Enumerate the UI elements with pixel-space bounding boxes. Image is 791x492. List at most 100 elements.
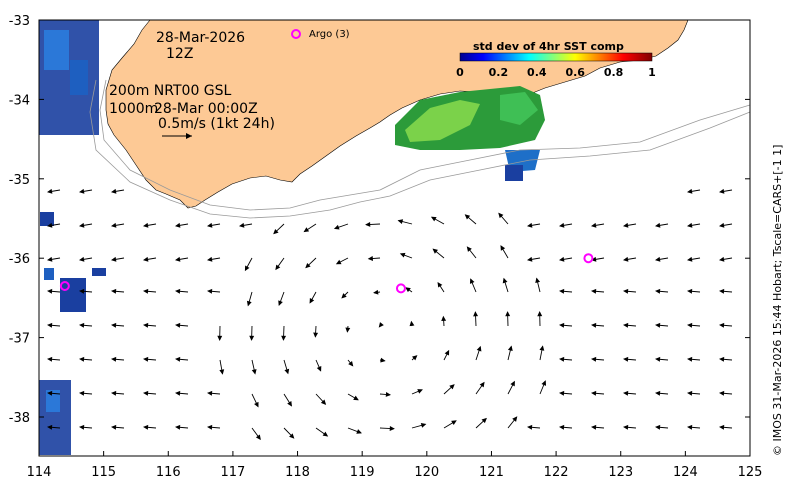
current-vector-head xyxy=(558,390,565,396)
current-vector-head xyxy=(590,288,597,294)
current-vector-head xyxy=(78,356,85,362)
current-vector-head xyxy=(622,424,629,430)
current-vector-head xyxy=(510,380,515,387)
current-vector-head xyxy=(46,188,53,194)
current-vector-head xyxy=(466,246,472,252)
current-vector-head xyxy=(305,263,311,269)
current-vector-head xyxy=(654,322,661,328)
current-vector-head xyxy=(78,256,85,262)
current-vector-head xyxy=(110,424,117,430)
current-vector-head xyxy=(718,188,725,194)
current-vector-head xyxy=(498,212,504,219)
current-vector-head xyxy=(686,256,693,262)
argo-floats xyxy=(59,253,594,294)
current-vector-head xyxy=(110,322,117,328)
argo-float-marker xyxy=(59,280,70,291)
current-vector-head xyxy=(558,288,565,294)
current-vector-head xyxy=(46,424,53,430)
x-tick-label: 117 xyxy=(220,465,245,480)
current-vector-head xyxy=(345,327,351,333)
current-vector-head xyxy=(654,390,661,396)
current-vector-head xyxy=(686,356,693,362)
current-vector-head xyxy=(718,288,725,294)
current-vector-head xyxy=(281,335,287,341)
current-vector-head xyxy=(590,390,597,396)
current-vector-head xyxy=(322,431,329,437)
current-vector-head xyxy=(686,222,693,228)
current-vector-head xyxy=(502,277,508,284)
current-vector-head xyxy=(481,417,487,424)
current-vector-head xyxy=(405,287,411,293)
current-vector-head xyxy=(451,420,457,426)
current-vector-head xyxy=(46,356,53,362)
x-axis: 114 115 116 117 118 119 120 121 122 123 124 125 xyxy=(27,451,762,480)
current-vector-head xyxy=(142,288,149,294)
credit-text: © IMOS 31-Mar-2026 15:44 Hobart; Tscale=… xyxy=(771,145,784,456)
current-vector-head xyxy=(558,424,565,430)
current-vector-head xyxy=(380,357,386,363)
current-vector-head xyxy=(622,222,629,228)
current-vector-head xyxy=(110,256,117,262)
current-vector-head xyxy=(464,214,471,220)
current-vector-head xyxy=(654,288,661,294)
current-vector-head xyxy=(622,356,629,362)
current-vector-head xyxy=(46,390,53,396)
current-vector-head xyxy=(505,311,511,317)
current-vector-head xyxy=(526,222,533,228)
argo-legend-label: Argo (3) xyxy=(309,29,350,40)
current-vector-head xyxy=(174,256,181,262)
current-vector-head xyxy=(174,222,181,228)
current-vector-head xyxy=(718,322,725,328)
current-vector-head xyxy=(217,335,223,341)
current-vector-head xyxy=(449,384,455,390)
current-vector-head xyxy=(78,188,85,194)
current-vector-head xyxy=(110,188,117,194)
current-vector-head xyxy=(686,322,693,328)
scale-label: 0.5m/s (1kt 24h) xyxy=(158,116,275,132)
current-vector-head xyxy=(512,416,518,422)
current-vector-head xyxy=(590,424,597,430)
current-vector-head xyxy=(142,424,149,430)
current-vector-head xyxy=(309,297,315,304)
current-vector-head xyxy=(206,424,213,430)
current-vector-head xyxy=(686,390,693,396)
current-vector-head xyxy=(78,390,85,396)
x-tick-label: 120 xyxy=(414,465,439,480)
current-vector-head xyxy=(378,322,384,328)
current-vector-head xyxy=(622,256,629,262)
current-vector-head xyxy=(389,426,395,431)
current-vector-head xyxy=(278,300,283,306)
current-vector-head xyxy=(303,227,310,233)
current-vector-head xyxy=(206,222,213,228)
current-vector-head xyxy=(289,433,295,439)
colorbar-tick-label: 0.6 xyxy=(565,66,585,79)
current-vector-head xyxy=(590,356,597,362)
current-vector-head xyxy=(219,369,225,375)
current-vectors xyxy=(46,188,733,441)
current-vector-head xyxy=(444,349,450,356)
current-vector-head xyxy=(590,222,597,228)
current-vector-head xyxy=(537,311,543,317)
y-tick-label: -35 xyxy=(9,173,30,188)
current-vector-head xyxy=(686,424,693,430)
current-vector-head xyxy=(110,390,117,396)
current-vector-head xyxy=(316,366,322,372)
current-vector-head xyxy=(249,335,255,341)
current-vector-head xyxy=(622,288,629,294)
current-vector-head xyxy=(142,322,149,328)
current-vector-head xyxy=(110,222,117,228)
time-label: 12Z xyxy=(166,46,193,62)
current-vector-head xyxy=(335,259,342,265)
current-vector-head xyxy=(255,434,261,441)
current-vector-head xyxy=(353,395,359,401)
argo-legend-marker xyxy=(291,29,301,39)
current-vector-head xyxy=(287,400,292,407)
current-vector-head xyxy=(78,424,85,430)
current-vector-head xyxy=(46,222,53,228)
current-vector-head xyxy=(206,256,213,262)
current-vector-head xyxy=(356,429,362,434)
current-vector-head xyxy=(654,222,661,228)
date-label: 28-Mar-2026 xyxy=(156,30,245,46)
current-vector-head xyxy=(341,293,347,299)
